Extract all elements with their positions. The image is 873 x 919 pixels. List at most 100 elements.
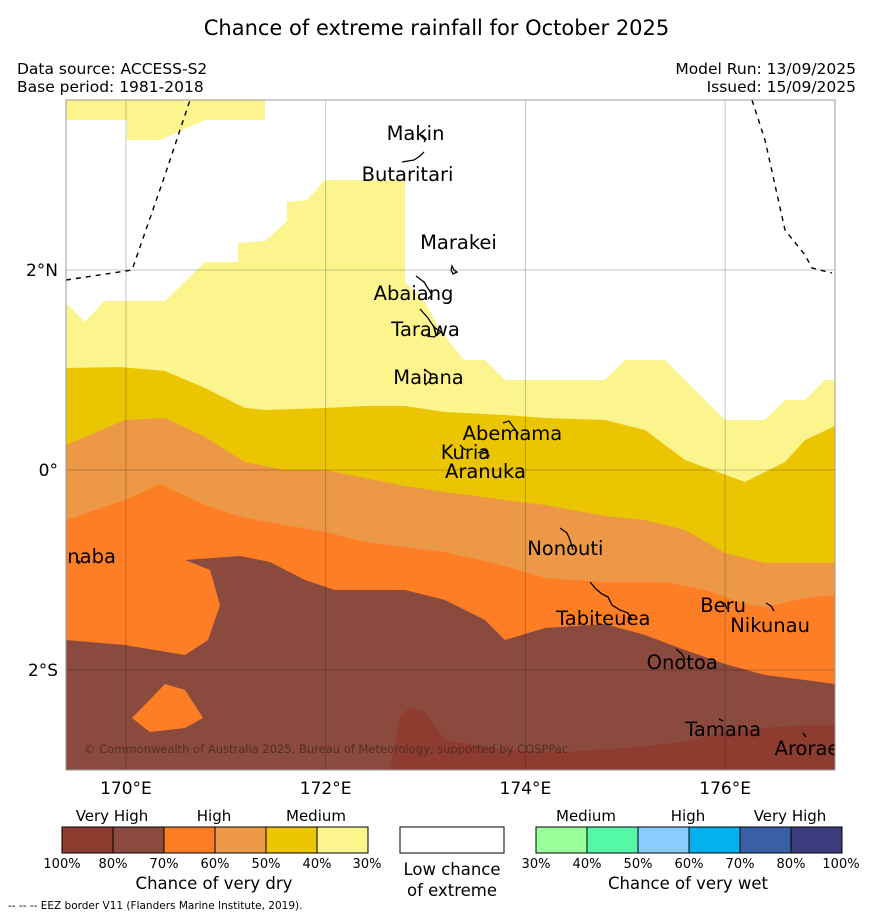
island-nikunau <box>765 602 775 612</box>
wet-colorbar: Medium High Very High 30% 40% 50% 60% 70… <box>522 807 860 893</box>
dry-tick: 50% <box>252 857 281 872</box>
dry-tick: 100% <box>43 857 80 872</box>
copyright-text: © Commonwealth of Australia 2025, Bureau… <box>84 742 569 756</box>
low-chance-legend: Low chance of extreme <box>399 826 505 900</box>
island-maiana <box>423 368 432 386</box>
low-chance-title-line1: Low chance <box>403 860 500 879</box>
island-abemama <box>502 420 519 438</box>
y-tick-label: 2°S <box>28 661 58 681</box>
dry-colorbar-title: Chance of very dry <box>136 874 293 893</box>
island-banaba <box>76 559 82 565</box>
wet-tick: 70% <box>726 857 755 872</box>
place-label-nikunau: Nikunau <box>730 614 810 637</box>
y-tick-label: 0° <box>39 461 58 481</box>
island-tarawa <box>419 308 443 338</box>
x-tick-label: 174°E <box>500 779 552 799</box>
dry-group-high: High <box>197 807 231 825</box>
axis-tick-labels: 170°E 172°E 174°E 176°E 2°N 0° 2°S <box>26 261 751 799</box>
x-tick-label: 172°E <box>300 779 352 799</box>
island-kuria <box>459 444 467 451</box>
place-label-tabiteuea: Tabiteuea <box>555 607 650 630</box>
place-label-kuria: Kuria <box>441 441 491 464</box>
dry-tick: 30% <box>353 857 382 872</box>
wet-tick: 100% <box>822 857 859 872</box>
dry-swatch-100-80 <box>62 827 113 853</box>
wet-tick: 40% <box>573 857 602 872</box>
dry-swatch-40-30 <box>317 827 368 853</box>
x-tick-label: 170°E <box>100 779 152 799</box>
low-chance-title-line2: of extreme <box>407 881 497 900</box>
issued-text: Issued: 15/09/2025 <box>706 78 856 96</box>
x-tick-label: 176°E <box>699 779 751 799</box>
wet-swatch-40-50 <box>587 827 638 853</box>
island-nonouti <box>559 527 574 551</box>
dry-swatch-50-40 <box>266 827 317 853</box>
place-label-nonouti: Nonouti <box>527 537 603 560</box>
wet-group-high: High <box>671 807 705 825</box>
wet-swatch-60-70 <box>689 827 740 853</box>
place-label-butaritari: Butaritari <box>362 163 454 186</box>
island-tabiteuea <box>589 581 633 621</box>
place-label-maiana: Maiana <box>393 366 463 389</box>
model-run-text: Model Run: 13/09/2025 <box>675 60 856 78</box>
wet-swatch-80-100 <box>791 827 842 853</box>
island-makin <box>421 134 427 143</box>
island-marakei <box>450 264 459 275</box>
y-tick-label: 2°N <box>26 261 58 281</box>
place-label-beru: Beru <box>700 594 746 617</box>
zone-dry-70-60-pocket <box>132 684 203 732</box>
wet-tick: 30% <box>522 857 551 872</box>
place-label-arorae: Arorae <box>775 737 840 760</box>
dry-swatch-70-60 <box>164 827 215 853</box>
island-arorae <box>802 732 807 738</box>
dry-swatch-60-50 <box>215 827 266 853</box>
place-label-abemama: Abemama <box>463 422 563 445</box>
place-label-onotoa: Onotoa <box>647 651 718 674</box>
map-panel: Makin Butaritari Marakei Abaiang Tarawa Maian… <box>42 100 840 770</box>
metadata-left: Data source: ACCESS-S2 Base period: 1981… <box>17 60 207 96</box>
place-label-banaba: Banaba <box>42 545 116 568</box>
wet-colorbar-title: Chance of very wet <box>608 874 769 893</box>
island-outlines <box>76 134 807 738</box>
dry-tick: 60% <box>201 857 230 872</box>
eez-border <box>66 100 833 281</box>
island-butaritari <box>401 151 425 163</box>
dry-group-very-high: Very High <box>76 807 149 825</box>
place-label-abaiang: Abaiang <box>374 282 454 305</box>
dry-tick: 40% <box>303 857 332 872</box>
wet-swatch-50-60 <box>638 827 689 853</box>
dry-group-medium: Medium <box>286 807 346 825</box>
place-label-tamana: Tamana <box>684 718 761 741</box>
wet-swatch-30-40 <box>536 827 587 853</box>
island-onotoa <box>675 648 686 661</box>
dry-colorbar: Very High High Medium 100% 80% 70% 60% 5… <box>43 807 381 893</box>
dry-swatch-80-70 <box>113 827 164 853</box>
island-tamana <box>718 718 724 722</box>
wet-tick: 50% <box>624 857 653 872</box>
dry-tick: 70% <box>150 857 179 872</box>
place-label-makin: Makin <box>387 122 445 145</box>
place-label-aranuka: Aranuka <box>445 460 526 483</box>
wet-tick: 60% <box>675 857 704 872</box>
wet-group-medium: Medium <box>556 807 616 825</box>
place-label-marakei: Marakei <box>420 231 497 254</box>
island-aranuka <box>477 449 490 459</box>
wet-swatch-70-80 <box>740 827 791 853</box>
low-chance-swatch <box>399 826 505 854</box>
island-beru <box>719 600 728 610</box>
base-period-text: Base period: 1981-2018 <box>17 78 204 96</box>
zone-dry-100-80 <box>390 707 835 770</box>
zone-dry-80-70 <box>66 556 835 770</box>
legend: Very High High Medium 100% 80% 70% 60% 5… <box>43 807 860 900</box>
wet-group-very-high: Very High <box>754 807 827 825</box>
dry-tick: 80% <box>99 857 128 872</box>
metadata-right: Model Run: 13/09/2025 Issued: 15/09/2025 <box>675 60 856 96</box>
place-labels: Makin Butaritari Marakei Abaiang Tarawa Maian… <box>42 122 840 760</box>
place-label-tarawa: Tarawa <box>390 318 460 341</box>
island-abaiang <box>415 275 433 300</box>
wet-tick: 80% <box>777 857 806 872</box>
map-border <box>65 99 836 771</box>
eez-footnote: -- -- -- EEZ border V11 (Flanders Marine… <box>8 900 303 912</box>
page-title: Chance of extreme rainfall for October 2… <box>203 16 670 40</box>
